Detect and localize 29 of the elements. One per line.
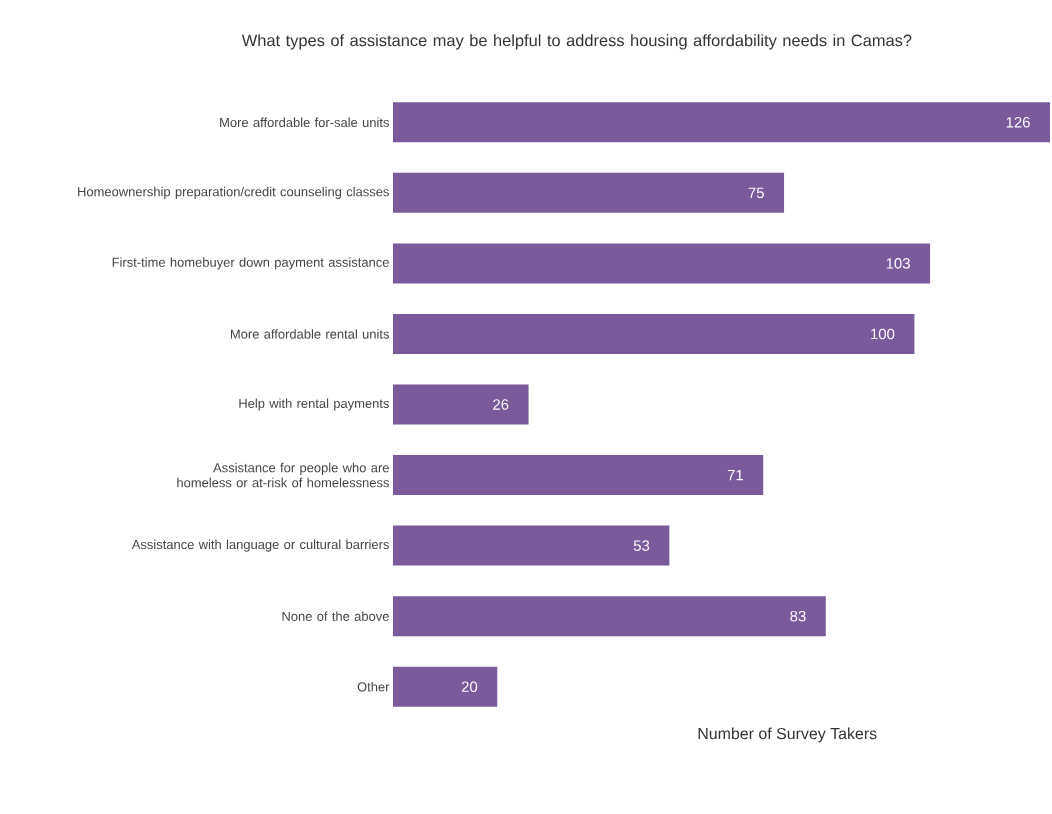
y-tick-label: Assistance for people who are homeless or at-risk of homelessness: [177, 462, 389, 488]
bar: [393, 596, 826, 637]
x-axis-title: Number of Survey Takers: [698, 727, 877, 743]
y-tick-label: More affordable rental units: [230, 329, 389, 339]
bar: [393, 666, 498, 707]
data-label: 26: [493, 399, 509, 410]
y-tick-label: None of the above: [282, 611, 389, 621]
data-label: 100: [871, 328, 895, 340]
y-tick-label: Assistance with language or cultural barriers: [131, 539, 389, 552]
y-tick-label: More affordable for-sale units: [220, 117, 389, 128]
y-tick-label: First-time homebuyer down payment assistance: [112, 257, 389, 270]
y-tick-label: Other: [357, 681, 390, 692]
data-label: 103: [886, 258, 910, 269]
bar: [393, 172, 785, 213]
bar: [393, 243, 931, 284]
chart-title: What types of assistance may be helpful to address housing affordability needs in Camas?: [241, 34, 912, 50]
y-tick-label: Homeownership preparation/credit counseling classes: [78, 186, 389, 199]
bar: [393, 455, 764, 496]
bar: [393, 102, 1051, 143]
data-label: 53: [633, 540, 650, 551]
bar: [393, 313, 915, 354]
data-label: 126: [1006, 116, 1030, 128]
y-tick-label: Help with rental payments: [239, 398, 389, 411]
data-label: 20: [461, 681, 478, 693]
data-label: 75: [748, 187, 764, 199]
bar: [393, 525, 670, 566]
data-label: 71: [727, 469, 743, 481]
data-label: 83: [790, 610, 806, 622]
bar: [393, 384, 529, 425]
